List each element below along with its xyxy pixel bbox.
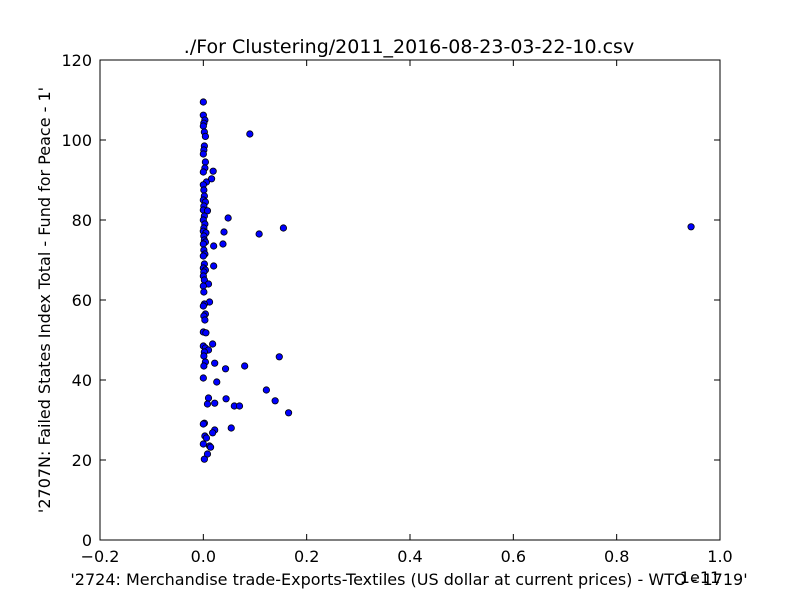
x-tick-label: 0.4 xyxy=(397,547,422,566)
scatter-point xyxy=(224,214,232,222)
y-tick-label: 120 xyxy=(61,51,92,70)
scatter-point xyxy=(199,302,207,310)
scatter-point xyxy=(210,262,218,270)
y-tick-label: 20 xyxy=(72,451,92,470)
scatter-point xyxy=(201,158,209,166)
y-axis-label: '2707N: Failed States Index Total - Fund… xyxy=(35,87,54,513)
x-tick-label: 0.2 xyxy=(294,547,319,566)
scatter-point xyxy=(206,443,215,451)
scatter-point xyxy=(687,223,695,231)
y-tick-label: 100 xyxy=(61,131,92,150)
scatter-point xyxy=(211,359,219,367)
x-tick-label: 1.0 xyxy=(707,547,732,566)
y-tick-label: 40 xyxy=(72,371,92,390)
scatter-point xyxy=(204,394,213,402)
y-tick-label: 60 xyxy=(72,291,92,310)
scatter-point xyxy=(199,374,207,382)
scatter-point xyxy=(202,434,211,442)
scatter-point xyxy=(199,168,207,176)
scatter-point xyxy=(271,397,279,405)
y-tick-label: 80 xyxy=(72,211,92,230)
scatter-point xyxy=(199,440,207,448)
scatter-point xyxy=(284,409,293,417)
scatter-point xyxy=(235,402,244,410)
scatter-point xyxy=(220,228,228,236)
scatter-point xyxy=(222,395,230,403)
scatter-point xyxy=(200,288,208,296)
scatter-point xyxy=(199,150,207,158)
scatter-point xyxy=(246,130,254,138)
scatter-point xyxy=(279,224,288,232)
scatter-point xyxy=(241,362,249,370)
scatter-point xyxy=(227,424,235,432)
x-tick-label: 0.8 xyxy=(604,547,629,566)
scatter-point xyxy=(221,365,230,373)
scatter-point xyxy=(200,362,208,370)
scatter-point xyxy=(200,186,208,194)
scatter-point xyxy=(208,175,216,183)
scatter-point xyxy=(199,122,207,130)
x-tick-label: −0.2 xyxy=(81,547,120,566)
scatter-point xyxy=(202,329,210,337)
scatter-point xyxy=(210,242,218,250)
scatter-point xyxy=(219,240,227,248)
scatter-point xyxy=(201,132,209,140)
x-offset-label: 1e11 xyxy=(680,568,720,587)
scatter-point xyxy=(199,282,207,290)
chart-title: ./For Clustering/2011_2016-08-23-03-22-1… xyxy=(184,36,634,58)
points-layer xyxy=(199,98,695,463)
y-tick-label: 0 xyxy=(82,531,92,550)
scatter-point xyxy=(200,352,208,360)
scatter-point xyxy=(209,167,217,175)
scatter-point xyxy=(213,378,221,386)
x-tick-label: 0.0 xyxy=(191,547,216,566)
scatter-point xyxy=(209,429,217,437)
x-tick-label: 0.6 xyxy=(501,547,526,566)
scatter-point xyxy=(255,230,263,238)
x-axis-label: '2724: Merchandise trade-Exports-Textile… xyxy=(70,570,747,589)
scatter-point xyxy=(275,353,283,361)
scatter-point xyxy=(199,252,207,260)
scatter-point xyxy=(200,455,208,463)
ticks-layer: −0.2 0.0 0.2 0.4 0.6 0.8 1.0 0 20 40 60 80 100 120 xyxy=(61,51,732,566)
scatter-point xyxy=(211,399,219,407)
scatter-point xyxy=(203,207,212,215)
scatter-point xyxy=(201,316,209,324)
scatter-point xyxy=(199,98,207,106)
scatter-point xyxy=(203,450,212,458)
scatter-point xyxy=(199,240,207,248)
scatter-point xyxy=(209,340,217,348)
scatter-point xyxy=(199,420,207,428)
scatter-point xyxy=(203,400,212,408)
scatter-point xyxy=(262,386,270,394)
